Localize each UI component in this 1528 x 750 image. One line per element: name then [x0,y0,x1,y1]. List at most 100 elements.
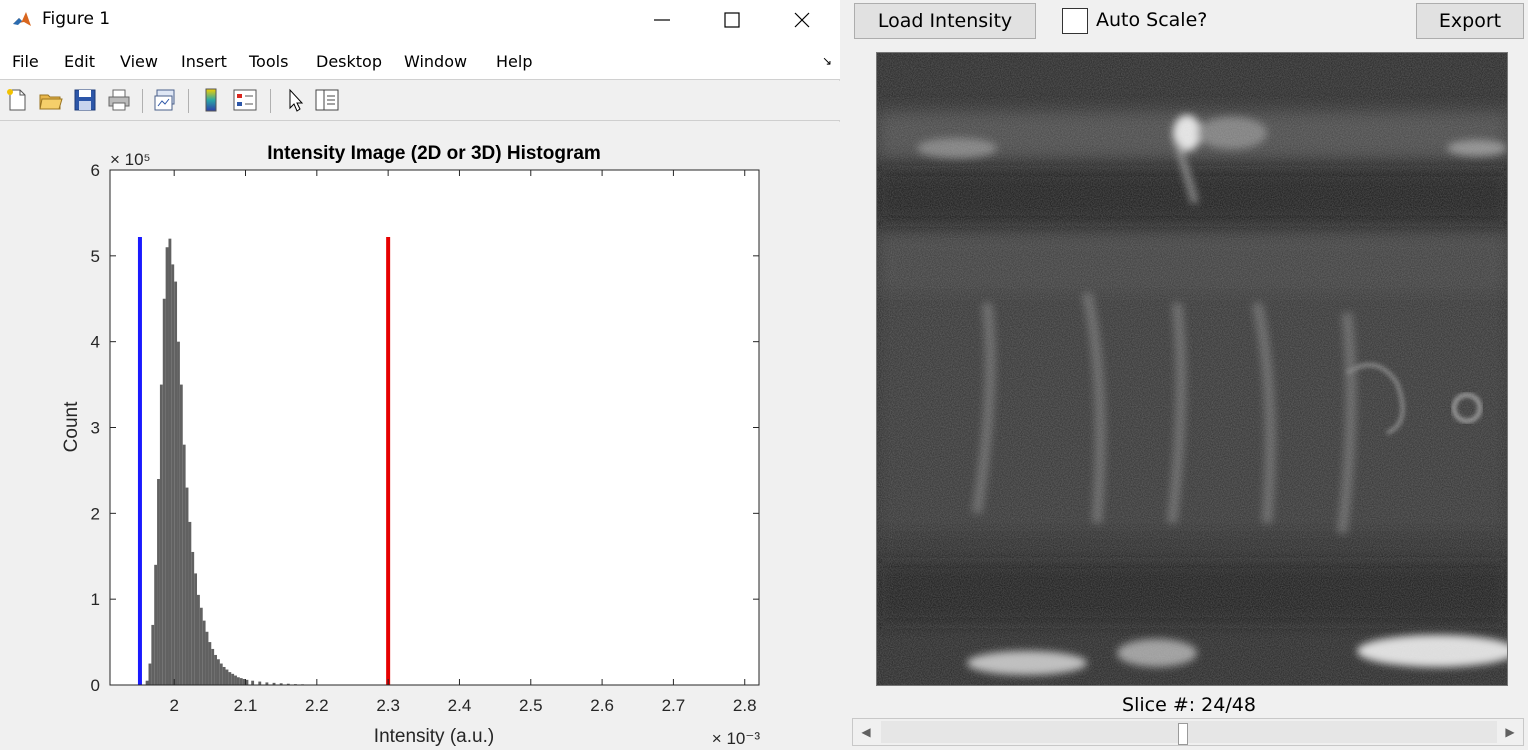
x-tick-label: 2.4 [448,696,472,715]
x-tick-label: 2.7 [662,696,686,715]
axes-background [110,170,759,685]
export-button[interactable]: Export [1416,3,1524,39]
intensity-viewer-panel: Load Intensity Auto Scale? Export [850,0,1528,750]
print-icon[interactable] [106,87,132,113]
y-tick-label: 5 [91,247,100,266]
histogram-bar [174,281,178,685]
menu-help[interactable]: Help [496,52,533,71]
x-tick-label: 2.3 [376,696,400,715]
slice-label: Slice #: 24/48 [1122,694,1256,716]
pointer-icon[interactable] [282,87,308,113]
y-tick-label: 0 [91,676,100,695]
y-tick-label: 6 [91,161,100,180]
scrollbar-track[interactable] [881,721,1497,745]
histogram-bar [234,675,237,685]
new-figure-icon[interactable] [4,87,30,113]
histogram-bar [159,384,163,685]
chart-title: Intensity Image (2D or 3D) Histogram [267,143,601,164]
menu-window[interactable]: Window [404,52,468,71]
x-axis-label: Intensity (a.u.) [374,726,494,747]
histogram-bar [219,663,223,685]
histogram-bar [245,679,249,685]
histogram-bar [222,666,226,685]
figure-toolbar [0,81,840,121]
histogram-bar [231,673,235,685]
histogram-bar [154,564,158,685]
histogram-bar [177,341,180,685]
title-bar: Figure 1 [0,0,840,40]
histogram-bar [214,654,217,685]
minimize-icon [654,19,670,21]
histogram-bar [179,384,183,685]
histogram-bar [242,678,246,685]
close-button[interactable] [772,0,832,40]
maximize-icon [724,12,740,28]
dock-arrow-icon[interactable]: ↘ [821,54,832,68]
histogram-chart[interactable]: 2 2.1 2.2 2.3 2.4 2.5 2.6 2.7 2.8 0 1 2 3 4 5 6 Intensi… [0,122,840,750]
x-tick-label: 2.5 [519,696,543,715]
histogram-bar [194,573,198,685]
histogram-bar [171,264,175,685]
histogram-bar [251,680,255,685]
histogram-bar [286,683,290,685]
toolbar-separator [188,89,189,113]
histogram-bar [265,682,269,685]
matlab-logo-icon [11,9,33,31]
histogram-bar [162,298,166,685]
histogram-bar [211,648,215,685]
scroll-right-arrow-icon[interactable]: ▶ [1505,725,1515,739]
histogram-bar [168,238,172,685]
menu-edit[interactable]: Edit [64,52,95,71]
histogram-bar [272,682,276,685]
x-tick-label: 2.6 [590,696,614,715]
histogram-bar [185,487,189,685]
property-editor-icon[interactable] [314,87,340,113]
histogram-bar [188,521,192,685]
intensity-image[interactable] [876,52,1508,686]
microscopy-image [877,53,1507,685]
save-icon[interactable] [72,87,98,113]
histogram-bar [182,444,186,685]
histogram-bar [157,479,160,685]
y-exponent-label: × 10⁵ [110,150,151,169]
x-exponent-label: × 10⁻³ [712,729,761,748]
x-tick-label: 2.2 [305,696,329,715]
histogram-bar [199,607,203,685]
histogram-bar [165,247,169,685]
scroll-left-arrow-icon[interactable]: ◀ [861,725,871,739]
close-icon [794,12,810,28]
menu-file[interactable]: File [12,52,39,71]
menu-insert[interactable]: Insert [181,52,227,71]
x-tick-label: 2.8 [733,696,757,715]
histogram-bar [239,678,243,685]
menu-desktop[interactable]: Desktop [316,52,382,71]
histogram-bar [216,659,220,685]
link-plot-icon[interactable] [152,87,178,113]
maximize-button[interactable] [702,0,762,40]
plot-area: 2 2.1 2.2 2.3 2.4 2.5 2.6 2.7 2.8 0 1 2 3 4 5 6 Intensi… [0,122,840,750]
histogram-bar [225,669,229,685]
toolbar-separator [270,89,271,113]
histogram-bar [148,663,152,685]
window-title: Figure 1 [42,9,111,29]
histogram-bar [236,677,240,685]
y-tick-label: 4 [91,333,100,352]
y-axis-label: Count [61,401,82,452]
histogram-bar [258,681,262,685]
toolbar-separator [142,89,143,113]
menu-tools[interactable]: Tools [249,52,289,71]
scrollbar-thumb[interactable] [1177,723,1188,745]
y-tick-label: 1 [91,590,100,609]
figure-window: Figure 1 File Edit View Insert Tools Des… [0,0,840,750]
auto-scale-checkbox[interactable] [1062,8,1088,34]
x-tick-label: 2.1 [234,696,258,715]
x-tick-label: 2 [169,696,178,715]
load-intensity-button[interactable]: Load Intensity [854,3,1036,39]
minimize-button[interactable] [632,0,692,40]
slice-scrollbar[interactable]: ◀ ▶ [852,718,1524,746]
menu-view[interactable]: View [120,52,158,71]
open-file-icon[interactable] [38,87,64,113]
legend-icon[interactable] [232,87,258,113]
colorbar-icon[interactable] [198,87,224,113]
y-tick-label: 2 [91,504,100,523]
